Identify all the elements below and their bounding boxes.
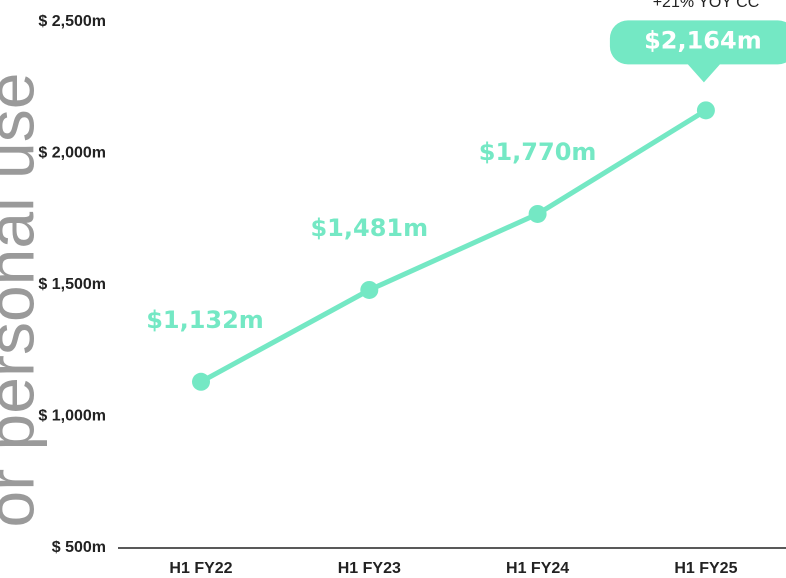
y-tick-label: $ 2,500m	[38, 13, 106, 30]
x-tick-label: H1 FY25	[674, 560, 737, 577]
value-label: $2,164m	[644, 26, 762, 54]
point	[360, 280, 379, 299]
value-label: $1,770m	[479, 138, 597, 166]
x-tick-label: H1 FY23	[338, 560, 401, 577]
point	[696, 101, 715, 120]
annotation: +21% YOY CC	[653, 0, 760, 11]
callout	[609, 20, 786, 83]
point	[528, 204, 547, 223]
value-label: $1,481m	[310, 214, 428, 242]
point	[192, 372, 210, 391]
value-label: $1,132m	[146, 306, 264, 334]
y-tick-label: $ 2,000m	[38, 145, 106, 162]
y-tick-label: $ 1,500m	[38, 276, 106, 293]
y-tick-label: $ 500m	[52, 539, 106, 556]
line	[199, 108, 708, 384]
x-tick-label: H1 FY24	[506, 560, 569, 577]
x-tick-label: H1 FY22	[169, 560, 232, 577]
watermark: or personal use	[0, 73, 47, 528]
y-tick-label: $ 1,000m	[38, 408, 106, 425]
